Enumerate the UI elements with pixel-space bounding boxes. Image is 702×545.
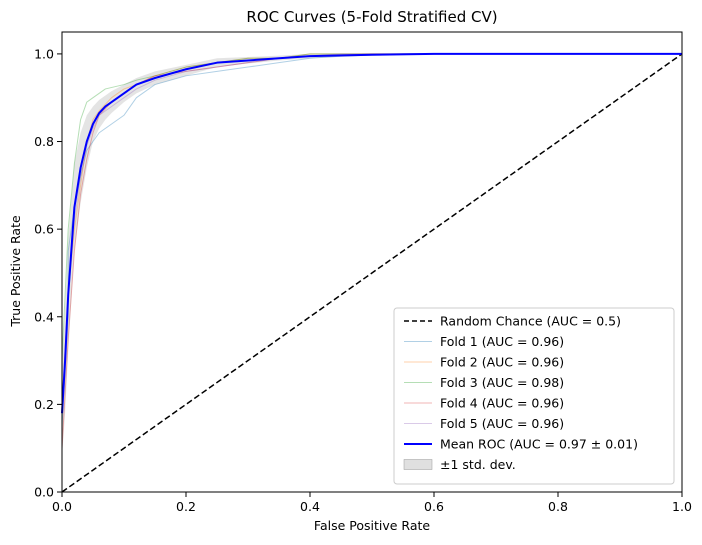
x-tick-label: 1.0 — [672, 499, 692, 514]
y-tick-label: 0.8 — [34, 134, 54, 149]
series-layer — [61, 52, 683, 493]
legend-entry: Mean ROC (AUC = 0.97 ± 0.01) — [440, 437, 638, 452]
legend-box — [393, 307, 675, 485]
x-tick-label: 0.4 — [300, 499, 320, 514]
x-tick-label: 0.8 — [548, 499, 568, 514]
legend-entry: Fold 1 (AUC = 0.96) — [440, 334, 564, 349]
legend-entry: ±1 std. dev. — [440, 457, 516, 472]
legend-entry: Fold 2 (AUC = 0.96) — [440, 355, 564, 370]
x-tick-label: 0.2 — [176, 499, 196, 514]
y-axis-ticks: 0.0 0.2 0.4 0.6 0.8 1.0 — [34, 46, 62, 500]
y-tick-label: 0.4 — [34, 309, 54, 324]
series-line-6 — [61, 52, 682, 414]
plot-frame — [61, 31, 683, 493]
chart-title: ROC Curves (5-Fold Stratified CV) — [246, 8, 497, 26]
legend: Random Chance (AUC = 0.5) Fold 1 (AUC = 0… — [393, 307, 675, 485]
x-axis-ticks: 0.0 0.2 0.4 0.6 0.8 1.0 — [52, 492, 692, 514]
legend-handle — [403, 459, 433, 470]
legend-entry: Fold 5 (AUC = 0.96) — [440, 416, 564, 431]
y-tick-label: 0.2 — [34, 397, 54, 412]
series-line-1 — [61, 53, 682, 492]
legend-entry: Fold 4 (AUC = 0.96) — [440, 396, 564, 411]
y-tick-label: 0.0 — [34, 485, 54, 500]
y-axis-label: True Positive Rate — [8, 215, 23, 328]
x-axis-label: False Positive Rate — [314, 518, 430, 533]
series-line-0 — [61, 53, 683, 493]
legend-entry: Random Chance (AUC = 0.5) — [440, 314, 621, 329]
y-tick-label: 0.6 — [34, 222, 54, 237]
y-tick-label: 1.0 — [34, 46, 54, 61]
plot-area — [61, 31, 683, 493]
x-tick-label: 0.6 — [424, 499, 444, 514]
series-line-2 — [61, 53, 682, 492]
legend-entry: Fold 3 (AUC = 0.98) — [440, 375, 564, 390]
x-tick-label: 0.0 — [52, 499, 72, 514]
